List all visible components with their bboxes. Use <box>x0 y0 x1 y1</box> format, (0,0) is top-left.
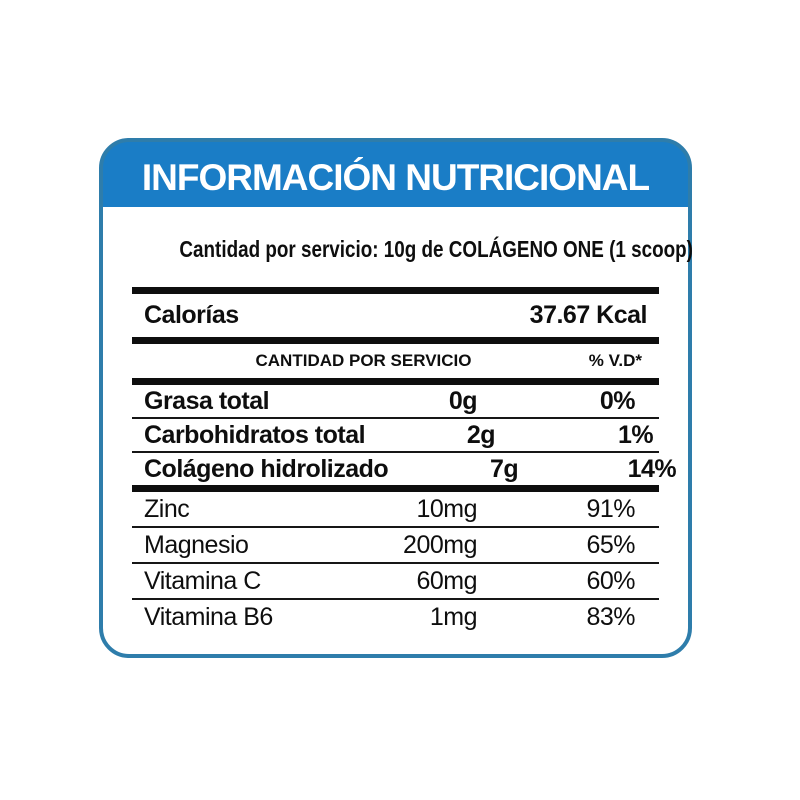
label-title: INFORMACIÓN NUTRICIONAL <box>141 156 650 198</box>
amount-column-header: CANTIDAD POR SERVICIO <box>255 351 472 370</box>
table-row: Magnesio 200mg 65% <box>132 528 659 562</box>
nutrient-dv: 60% <box>586 566 635 595</box>
divider-thick <box>132 485 659 492</box>
nutrient-dv: 83% <box>586 602 635 631</box>
nutrient-amount: 7g <box>489 454 519 483</box>
nutrient-label: Grasa total <box>144 386 270 415</box>
label-header: INFORMACIÓN NUTRICIONAL <box>103 142 688 210</box>
nutrient-dv: 0% <box>599 386 636 415</box>
nutrient-label: Carbohidratos total <box>144 420 366 449</box>
nutrient-dv: 1% <box>617 420 654 449</box>
divider-thick <box>132 287 659 294</box>
nutrient-label: Magnesio <box>144 530 249 559</box>
calories-value: 37.67 Kcal <box>529 301 648 329</box>
table-row: Colágeno hidrolizado 7g 14% <box>132 453 677 485</box>
nutrient-amount: 60mg <box>416 566 477 595</box>
calories-row: Calorías 37.67 Kcal <box>132 294 659 337</box>
nutrient-label: Zinc <box>144 494 190 523</box>
divider-thin <box>132 598 659 600</box>
dv-column-header: % V.D* <box>588 351 642 370</box>
nutrient-label: Vitamina C <box>144 566 261 595</box>
nutrient-dv: 91% <box>586 494 635 523</box>
divider-thin <box>132 562 659 564</box>
nutrient-amount: 1mg <box>429 602 478 631</box>
divider-thick <box>132 337 659 344</box>
nutrient-amount: 10mg <box>416 494 477 523</box>
divider-thin <box>132 417 659 419</box>
table-row: Grasa total 0g 0% <box>132 385 659 417</box>
nutrient-dv: 65% <box>586 530 635 559</box>
table-row: Vitamina C 60mg 60% <box>132 564 659 598</box>
nutrient-amount: 0g <box>448 386 478 415</box>
serving-size-line: Cantidad por servicio: 10g de COLÁGENO O… <box>179 236 693 262</box>
nutrient-label: Vitamina B6 <box>144 602 273 631</box>
calories-label: Calorías <box>144 301 239 329</box>
divider-thin <box>132 451 659 453</box>
nutrient-label: Colágeno hidrolizado <box>144 454 389 483</box>
nutrient-amount: 2g <box>466 420 496 449</box>
nutrient-dv: 14% <box>627 454 677 483</box>
nutrient-amount: 200mg <box>403 530 477 559</box>
table-row: Vitamina B6 1mg 83% <box>132 600 659 634</box>
nutrition-label-card: INFORMACIÓN NUTRICIONAL Cantidad por ser… <box>99 138 693 658</box>
table-row: Carbohidratos total 2g 1% <box>132 419 659 451</box>
divider-thin <box>132 526 659 528</box>
label-body: Cantidad por servicio: 10g de COLÁGENO O… <box>103 236 693 634</box>
table-column-headers: CANTIDAD POR SERVICIO % V.D* <box>132 344 659 378</box>
divider-thick <box>132 378 659 385</box>
table-row: Zinc 10mg 91% <box>132 492 659 526</box>
